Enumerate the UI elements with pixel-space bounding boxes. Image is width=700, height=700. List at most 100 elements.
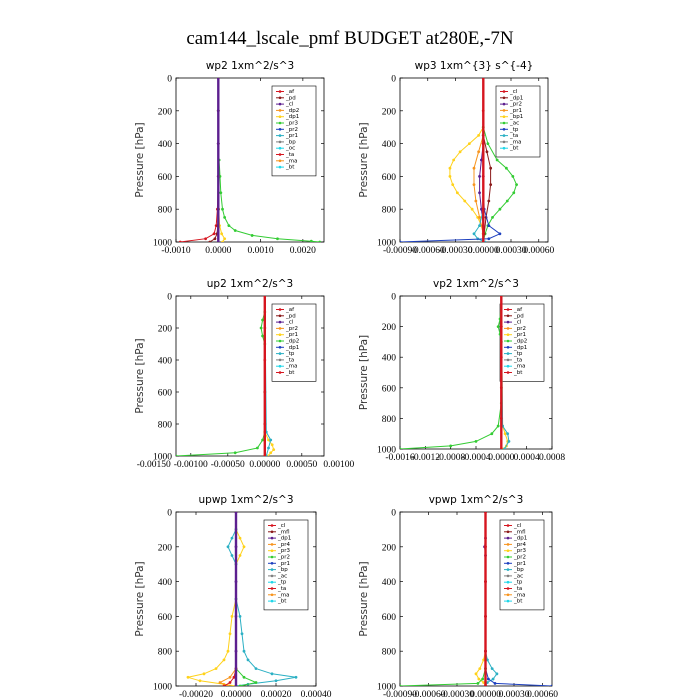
data-point <box>499 386 503 390</box>
data-point <box>455 191 459 195</box>
legend-label: _bt <box>277 599 287 605</box>
data-point <box>400 240 402 242</box>
legend-label: _ma <box>285 364 297 370</box>
legend-marker <box>506 536 510 540</box>
legend-marker <box>502 134 506 137</box>
panel-title: vp2 1xm^2/s^3 <box>433 278 519 290</box>
x-tick-label: -0.00030 <box>440 690 474 700</box>
legend-marker <box>506 314 510 318</box>
legend-marker <box>270 562 274 565</box>
y-axis-label: Pressure [hPa] <box>134 561 146 636</box>
y-tick-label: 1000 <box>377 683 396 693</box>
x-tick-label: 0.00000 <box>470 690 501 700</box>
legend-label: _dp1 <box>285 345 299 351</box>
x-tick-label: 0.00100 <box>323 460 354 470</box>
data-point <box>234 545 238 549</box>
y-tick-label: 0 <box>167 293 172 303</box>
y-tick-label: 200 <box>158 107 173 117</box>
legend-label: _pr1 <box>285 332 298 338</box>
data-point <box>259 326 263 330</box>
data-point <box>228 675 232 679</box>
legend-marker <box>270 530 274 534</box>
legend-marker <box>506 574 510 578</box>
legend-label: _pd <box>285 95 296 101</box>
data-point <box>263 454 267 456</box>
data-point <box>232 675 236 679</box>
y-tick-label: 600 <box>158 173 173 183</box>
data-point <box>484 580 487 583</box>
x-tick-label: -0.00030 <box>438 246 472 256</box>
data-point <box>477 677 481 681</box>
x-tick-label: 0.00050 <box>286 460 317 470</box>
x-tick-label: -0.00060 <box>411 246 445 256</box>
data-point <box>234 649 238 653</box>
x-tick-label: -0.0010 <box>161 246 191 256</box>
data-point <box>491 216 494 219</box>
legend-marker <box>502 146 506 150</box>
data-point <box>491 677 495 681</box>
data-point <box>226 649 230 653</box>
data-point <box>276 237 279 241</box>
legend-marker <box>506 587 510 590</box>
y-tick-label: 800 <box>382 415 397 425</box>
data-point <box>458 150 462 154</box>
data-point <box>504 166 508 170</box>
data-point <box>230 615 234 618</box>
x-tick-label: 0.00030 <box>496 246 527 256</box>
data-point <box>267 438 270 442</box>
legend-marker <box>506 543 510 546</box>
legend-label: _ta <box>285 152 294 158</box>
data-point <box>230 536 234 540</box>
data-point <box>213 237 217 241</box>
data-point <box>511 175 515 178</box>
data-point <box>498 207 502 211</box>
legend-label: _dp2 <box>285 339 299 345</box>
legend-marker <box>270 568 274 571</box>
x-tick-label: -0.00090 <box>383 246 417 256</box>
data-point <box>495 158 499 162</box>
data-point <box>472 166 476 170</box>
legend-marker <box>278 96 282 100</box>
legend-label: _cl <box>277 523 286 529</box>
plot-frame <box>175 511 317 687</box>
legend-marker <box>278 140 282 144</box>
data-point <box>261 318 264 322</box>
data-point <box>470 207 474 211</box>
legend-label: _ta <box>513 586 522 592</box>
data-point <box>481 175 485 178</box>
y-tick-label: 800 <box>158 421 173 431</box>
data-point <box>221 240 224 242</box>
panel-title: wp2 1xm^2/s^3 <box>206 60 294 72</box>
legend-marker <box>278 371 282 374</box>
legend-label: _bt <box>285 370 295 376</box>
legend-marker <box>278 153 282 156</box>
data-point <box>212 232 216 236</box>
legend-label: _pr3 <box>513 548 527 554</box>
series-group <box>186 512 298 686</box>
y-tick-label: 200 <box>158 325 173 335</box>
legend-marker <box>278 102 282 106</box>
data-point <box>233 451 237 455</box>
data-point <box>223 216 227 219</box>
data-point <box>230 554 234 557</box>
legend-label: _cl <box>513 320 522 326</box>
legend-marker <box>502 128 506 131</box>
legend-marker <box>502 102 506 106</box>
legend-label: _tp <box>513 580 523 586</box>
legend-marker <box>270 555 274 559</box>
data-point <box>234 512 238 514</box>
legend-marker <box>270 593 274 597</box>
x-tick-label: 0.0004 <box>514 453 540 463</box>
y-tick-label: 800 <box>158 206 173 216</box>
data-point <box>216 109 220 113</box>
data-point <box>481 109 485 113</box>
x-tick-label: 0.00000 <box>249 460 280 470</box>
y-tick-label: 400 <box>382 354 397 364</box>
legend-label: _pr1 <box>285 133 298 139</box>
legend-marker <box>278 121 282 125</box>
legend-marker <box>506 358 510 362</box>
data-point <box>222 684 226 686</box>
legend-label: _cl <box>513 523 522 529</box>
legend-marker <box>506 333 510 337</box>
y-tick-label: 200 <box>382 543 397 553</box>
